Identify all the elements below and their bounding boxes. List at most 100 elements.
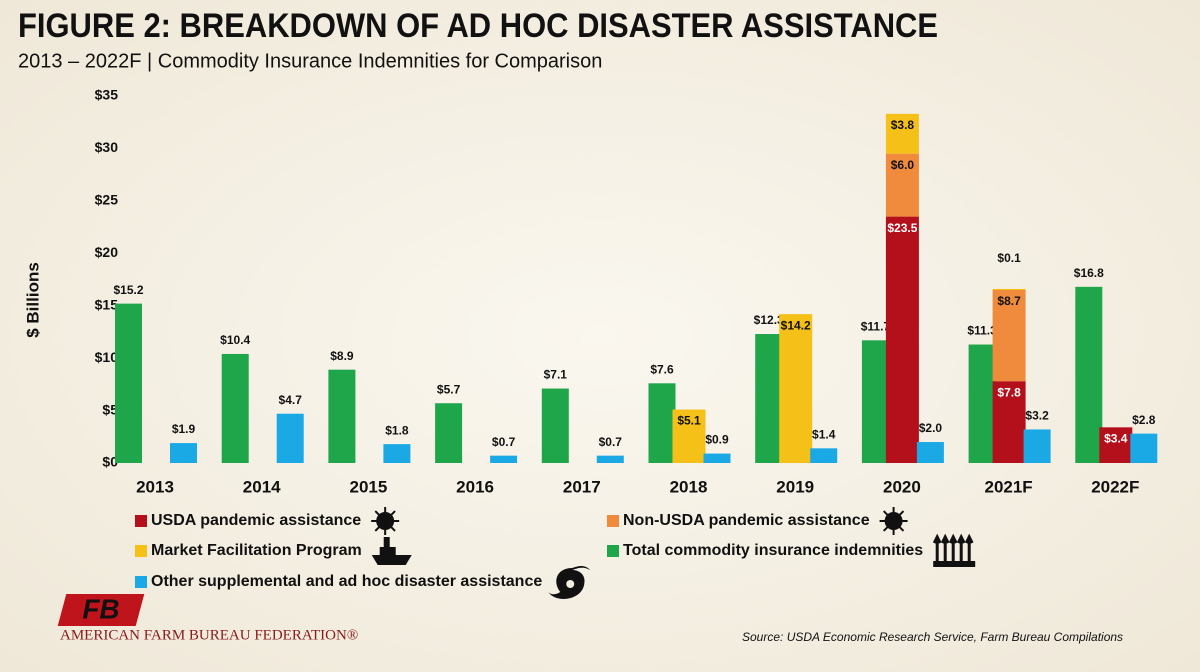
x-tick-label: 2019	[776, 477, 814, 496]
icon-shape	[882, 520, 895, 532]
value-label: $3.4	[1104, 432, 1128, 446]
bar	[885, 113, 919, 154]
bar	[992, 288, 1026, 290]
icon-shape	[892, 520, 905, 532]
x-tick-label: 2021F	[984, 477, 1032, 496]
value-label: $8.9	[330, 349, 354, 363]
bar	[1099, 427, 1133, 463]
value-label: $3.8	[891, 118, 915, 132]
icon-shape	[384, 520, 396, 532]
bar	[755, 334, 783, 463]
bar	[968, 344, 996, 463]
bar	[276, 413, 304, 463]
y-tick-label: $5	[102, 401, 118, 417]
value-label: $7.6	[650, 362, 674, 376]
bar	[779, 314, 813, 463]
icon-shape	[892, 510, 905, 522]
legend-swatch	[135, 515, 147, 527]
value-label: $1.9	[172, 422, 196, 436]
legend-swatch	[135, 545, 147, 557]
x-tick-label: 2022F	[1091, 477, 1139, 496]
icon-shape	[940, 533, 950, 561]
value-label: $23.5	[887, 221, 917, 235]
icon-shape	[948, 533, 958, 561]
x-tick-label: 2016	[456, 477, 494, 496]
icon-shape	[956, 533, 966, 561]
legend-label: Other supplemental and ad hoc disaster a…	[151, 573, 542, 590]
value-label: $4.7	[279, 393, 303, 407]
legend-icon	[371, 537, 412, 565]
legend-item: Market Facilitation Program	[135, 537, 412, 565]
chart-title: FIGURE 2: BREAKDOWN OF AD HOC DISASTER A…	[18, 7, 938, 45]
logo-mark	[57, 594, 145, 626]
icon-shape	[374, 510, 386, 522]
bar	[435, 403, 463, 463]
value-label: $7.1	[544, 368, 568, 382]
bar	[541, 388, 569, 463]
bar	[328, 369, 356, 463]
legend-icon	[371, 507, 400, 535]
value-label: $14.2	[781, 318, 811, 332]
icon-shape	[964, 533, 974, 561]
bar	[170, 443, 197, 463]
value-label: $8.7	[997, 294, 1021, 308]
bar	[596, 455, 624, 463]
bar	[1130, 433, 1158, 463]
icon-shape	[933, 561, 976, 567]
legend-label: Market Facilitation Program	[151, 542, 362, 559]
x-tick-label: 2013	[136, 477, 174, 496]
bar	[115, 303, 142, 463]
value-label: $10.4	[220, 333, 250, 347]
bar	[1023, 429, 1051, 463]
chart-subtitle: 2013 – 2022F | Commodity Insurance Indem…	[18, 50, 602, 72]
bar	[810, 448, 838, 463]
value-label: $1.8	[385, 423, 409, 437]
icon-shape	[566, 580, 575, 588]
legend-item: Non-USDA pandemic assistance	[607, 507, 908, 535]
bar	[992, 381, 1026, 463]
legend-swatch	[607, 545, 619, 557]
value-label: $6.0	[891, 158, 915, 172]
organization: AMERICAN FARM BUREAU FEDERATION®	[60, 627, 358, 643]
legend-icon	[548, 566, 591, 599]
logo-text: FB	[82, 593, 119, 624]
value-label: $11.3	[967, 324, 997, 338]
y-axis-label: $ Billions	[23, 262, 42, 338]
y-tick-label: $20	[95, 244, 119, 260]
legend-swatch	[135, 576, 147, 588]
y-tick-label: $15	[95, 296, 119, 312]
value-label: $12.3	[754, 313, 784, 327]
value-label: $0.1	[997, 251, 1021, 265]
icon-shape	[384, 510, 396, 522]
icon-shape	[374, 520, 386, 532]
x-tick-label: 2018	[670, 477, 708, 496]
bar	[861, 340, 889, 463]
bar	[1075, 286, 1103, 463]
value-label: $11.7	[861, 319, 891, 333]
value-label: $15.2	[113, 283, 143, 297]
value-label: $7.8	[997, 385, 1021, 399]
value-label: $1.4	[812, 427, 836, 441]
bar	[885, 216, 919, 463]
y-tick-label: $0	[102, 454, 118, 470]
bar	[221, 353, 249, 463]
legend-item: Total commodity insurance indemnities	[607, 533, 976, 567]
y-tick-label: $35	[95, 87, 119, 103]
legend-item: Other supplemental and ad hoc disaster a…	[135, 566, 591, 599]
value-label: $16.8	[1074, 266, 1104, 280]
icon-shape	[882, 510, 895, 522]
value-label: $5.7	[437, 382, 461, 396]
legend-item: USDA pandemic assistance	[135, 507, 400, 535]
bar	[703, 453, 731, 463]
legend-label: USDA pandemic assistance	[151, 512, 361, 529]
logo: FB	[57, 593, 145, 626]
legend-icon	[932, 533, 976, 567]
bar	[648, 383, 676, 463]
bar	[992, 289, 1026, 382]
x-tick-label: 2015	[349, 477, 387, 496]
legend-label: Total commodity insurance indemnities	[623, 542, 923, 559]
legend-swatch	[607, 515, 619, 527]
bar	[383, 444, 411, 463]
